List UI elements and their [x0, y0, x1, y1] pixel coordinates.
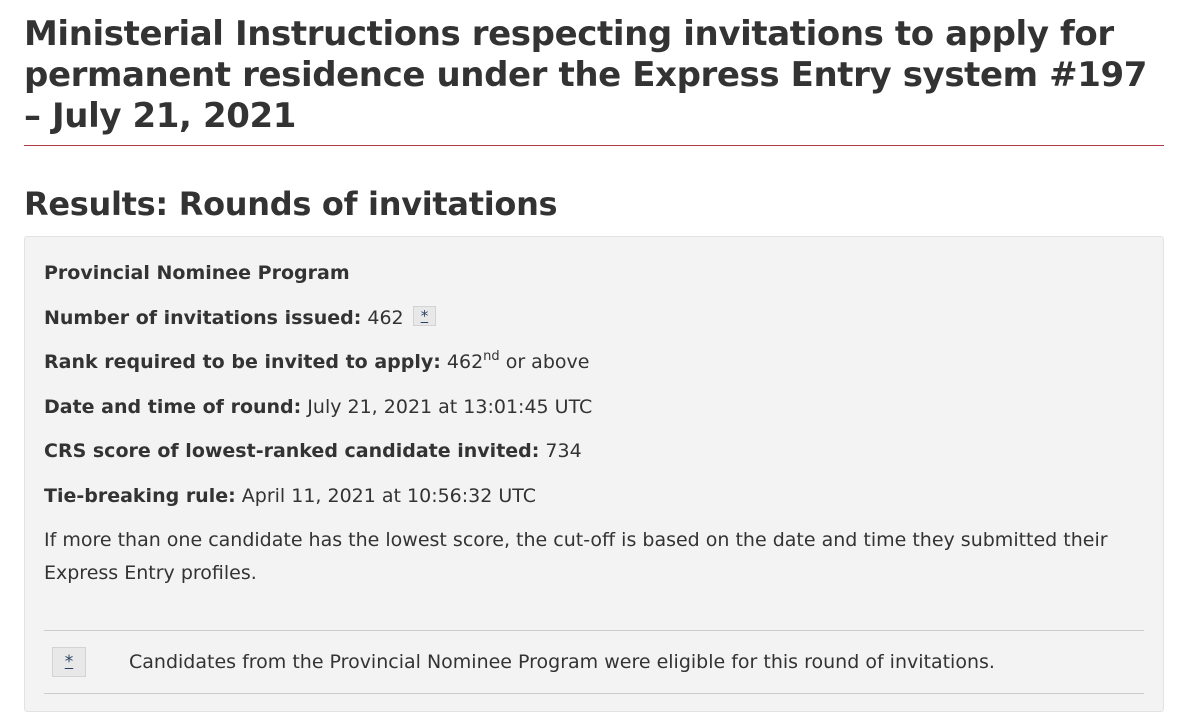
crs-value: 734 [545, 440, 582, 462]
results-heading: Results: Rounds of invitations [24, 185, 558, 223]
datetime-value: July 21, 2021 at 13:01:45 UTC [307, 395, 593, 418]
rank-value: 462 [446, 351, 484, 373]
footnote-text: Candidates from the Provincial Nominee P… [129, 651, 995, 673]
invitations-value: 462 [367, 306, 404, 329]
rank-suffix: nd [483, 349, 500, 364]
page-title: Ministerial Instructions respecting invi… [24, 0, 1164, 146]
crs-label: CRS score of lowest-ranked candidate inv… [44, 440, 540, 462]
program-name: Provincial Nominee Program [44, 262, 350, 284]
page-content: Ministerial Instructions respecting invi… [24, 0, 1164, 712]
crs-row: CRS score of lowest-ranked candidate inv… [44, 435, 1144, 468]
invitations-row: Number of invitations issued: 462 * [44, 302, 1144, 335]
datetime-label: Date and time of round: [44, 395, 302, 418]
footnote-return-link[interactable]: * [52, 647, 86, 677]
footnotes-section: * Candidates from the Provincial Nominee… [44, 630, 1144, 694]
tie-label: Tie-breaking rule: [44, 484, 236, 507]
rank-tail: or above [505, 351, 590, 373]
tie-description: If more than one candidate has the lowes… [44, 529, 1108, 584]
footnote-link[interactable]: * [412, 305, 437, 326]
results-panel: Provincial Nominee Program Number of inv… [24, 236, 1164, 712]
datetime-row: Date and time of round: July 21, 2021 at… [44, 391, 1144, 424]
invitations-label: Number of invitations issued: [44, 306, 362, 329]
rank-row: Rank required to be invited to apply: 46… [44, 346, 1144, 379]
rank-label: Rank required to be invited to apply: [44, 351, 441, 373]
tie-value: April 11, 2021 at 10:56:32 UTC [241, 484, 537, 507]
tie-row: Tie-breaking rule: April 11, 2021 at 10:… [44, 480, 1144, 513]
